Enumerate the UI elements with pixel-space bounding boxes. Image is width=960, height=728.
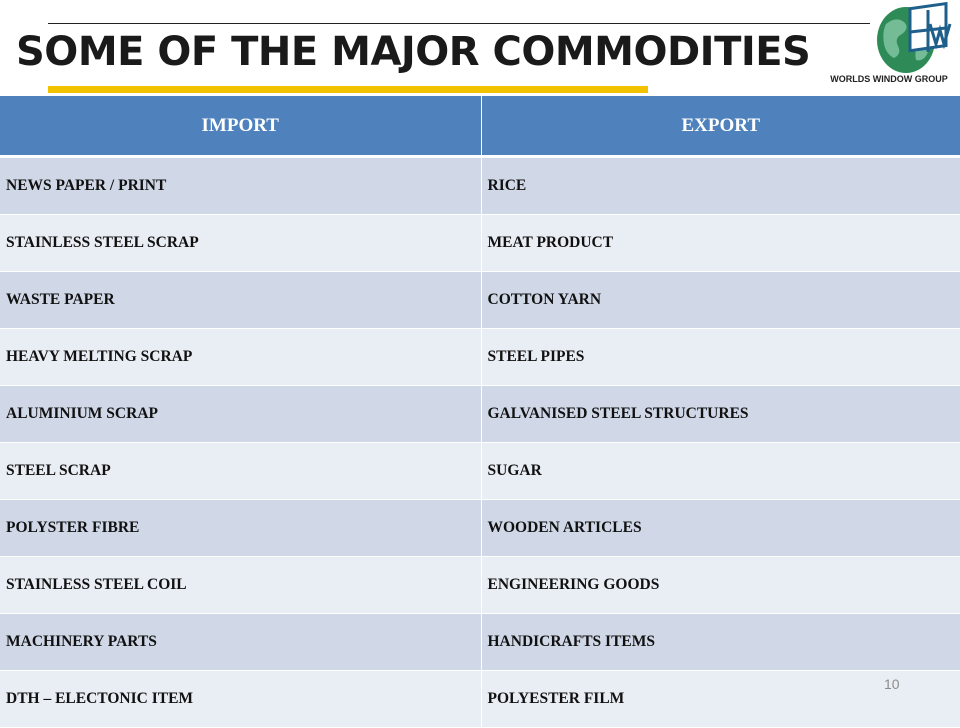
globe-window-icon bbox=[877, 2, 952, 73]
page-number: 10 bbox=[884, 676, 900, 692]
header-export: EXPORT bbox=[480, 96, 960, 158]
export-cell: WOODEN ARTICLES bbox=[480, 499, 960, 557]
logo-text: WORLDS WINDOW GROUP bbox=[830, 74, 948, 84]
export-cell: STEEL PIPES bbox=[480, 328, 960, 386]
table-row: STAINLESS STEEL SCRAP MEAT PRODUCT bbox=[0, 214, 960, 272]
import-cell: POLYSTER FIBRE bbox=[0, 499, 481, 557]
import-cell: WASTE PAPER bbox=[0, 271, 481, 329]
table-row: HEAVY MELTING SCRAP STEEL PIPES bbox=[0, 328, 960, 386]
export-cell: HANDICRAFTS ITEMS bbox=[480, 613, 960, 671]
import-cell: STEEL SCRAP bbox=[0, 442, 481, 500]
import-cell: STAINLESS STEEL COIL bbox=[0, 556, 481, 614]
import-cell: STAINLESS STEEL SCRAP bbox=[0, 214, 481, 272]
export-cell: GALVANISED STEEL STRUCTURES bbox=[480, 385, 960, 443]
export-cell: POLYESTER FILM bbox=[480, 670, 960, 728]
table-header-row: IMPORT EXPORT bbox=[0, 96, 960, 158]
slide-title: SOME OF THE MAJOR COMMODITIES bbox=[16, 29, 811, 75]
top-rule bbox=[48, 23, 870, 24]
table-row: STAINLESS STEEL COIL ENGINEERING GOODS bbox=[0, 556, 960, 614]
header-import: IMPORT bbox=[0, 96, 481, 158]
import-cell: ALUMINIUM SCRAP bbox=[0, 385, 481, 443]
export-cell: MEAT PRODUCT bbox=[480, 214, 960, 272]
import-cell: NEWS PAPER / PRINT bbox=[0, 156, 481, 215]
export-cell: SUGAR bbox=[480, 442, 960, 500]
table-row: POLYSTER FIBRE WOODEN ARTICLES bbox=[0, 499, 960, 557]
export-cell: COTTON YARN bbox=[480, 271, 960, 329]
commodities-table: IMPORT EXPORT NEWS PAPER / PRINT RICE ST… bbox=[0, 96, 960, 728]
table-row: DTH – ELECTONIC ITEM POLYESTER FILM bbox=[0, 670, 960, 728]
table-row: WASTE PAPER COTTON YARN bbox=[0, 271, 960, 329]
import-cell: HEAVY MELTING SCRAP bbox=[0, 328, 481, 386]
table-row: MACHINERY PARTS HANDICRAFTS ITEMS bbox=[0, 613, 960, 671]
table-row: STEEL SCRAP SUGAR bbox=[0, 442, 960, 500]
title-accent-bar bbox=[48, 86, 648, 93]
import-cell: MACHINERY PARTS bbox=[0, 613, 481, 671]
table-row: NEWS PAPER / PRINT RICE bbox=[0, 156, 960, 215]
table-row: ALUMINIUM SCRAP GALVANISED STEEL STRUCTU… bbox=[0, 385, 960, 443]
company-logo: WORLDS WINDOW GROUP bbox=[818, 0, 960, 92]
export-cell: ENGINEERING GOODS bbox=[480, 556, 960, 614]
export-cell: RICE bbox=[480, 156, 960, 215]
import-cell: DTH – ELECTONIC ITEM bbox=[0, 670, 481, 728]
